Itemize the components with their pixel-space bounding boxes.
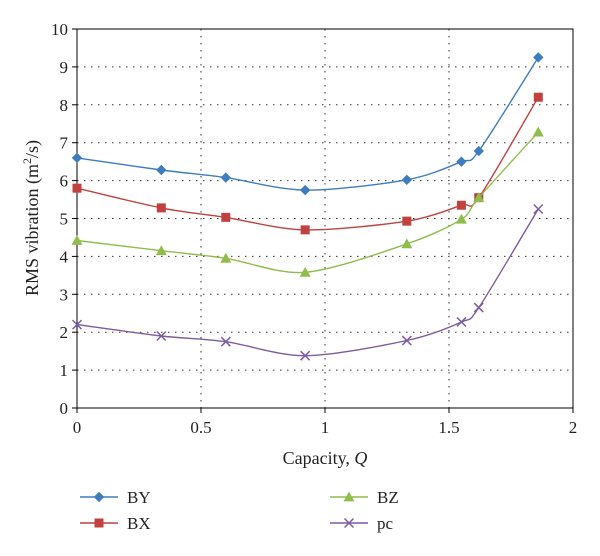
data-point — [401, 238, 413, 249]
marker-stroke — [220, 336, 231, 347]
marker-stroke — [401, 335, 412, 346]
data-point — [455, 213, 467, 224]
data-point — [220, 172, 231, 183]
data-point — [533, 92, 543, 102]
data-point — [299, 266, 311, 277]
legend-label: BX — [127, 514, 151, 533]
x-tick-label: 0 — [73, 418, 82, 437]
marker-stroke — [300, 350, 311, 361]
marker-stroke — [343, 517, 355, 529]
series-by — [71, 52, 544, 196]
legend-item-bx: BX — [80, 514, 151, 533]
legend-label: BY — [127, 488, 151, 507]
series-bz — [71, 126, 544, 277]
data-point — [71, 152, 83, 164]
data-point — [156, 330, 167, 342]
data-point — [456, 316, 467, 327]
y-tick-label: 4 — [60, 247, 69, 266]
data-point — [71, 319, 83, 330]
x-axis-label: Capacity, Q — [283, 448, 368, 468]
y-tick-label: 10 — [51, 20, 68, 39]
data-point — [299, 184, 311, 196]
data-point — [300, 225, 310, 235]
series-line — [76, 96, 539, 231]
series-pc — [71, 203, 544, 361]
data-point — [456, 200, 466, 210]
data-point — [533, 52, 544, 63]
marker-stroke — [533, 203, 544, 215]
marker-stroke — [456, 316, 467, 327]
legend-marker — [343, 491, 355, 502]
data-point — [221, 212, 231, 222]
data-point — [155, 245, 167, 256]
legend-marker — [93, 491, 105, 503]
y-tick-label: 8 — [60, 96, 69, 115]
grid — [77, 29, 573, 408]
data-point — [300, 350, 311, 361]
data-point — [456, 156, 467, 167]
y-tick-label: 7 — [60, 134, 69, 153]
data-point — [220, 252, 232, 263]
data-point — [220, 336, 231, 347]
data-point — [473, 192, 485, 203]
data-point — [533, 203, 544, 215]
data-point — [72, 183, 82, 193]
series — [71, 52, 544, 361]
y-tick-label: 6 — [60, 172, 69, 191]
legend-label: pc — [377, 514, 394, 533]
y-tick-label: 0 — [60, 399, 69, 418]
marker-stroke — [71, 319, 83, 330]
series-line — [76, 131, 539, 274]
series-bx — [72, 92, 543, 235]
y-tick-label: 5 — [60, 210, 69, 229]
legend-label: BZ — [377, 488, 399, 507]
y-tick-label: 1 — [60, 361, 69, 380]
y-tick-label: 3 — [60, 285, 69, 304]
legend: BY BX BZ pc — [80, 488, 399, 533]
data-point — [401, 335, 412, 346]
x-tick-label: 1.5 — [438, 418, 459, 437]
x-tick-label: 0.5 — [190, 418, 211, 437]
legend-item-bz: BZ — [330, 488, 399, 507]
legend-marker — [94, 518, 104, 528]
y-tick-label: 9 — [60, 58, 69, 77]
legend-item-pc: pc — [330, 514, 394, 533]
marker-stroke — [473, 302, 484, 313]
axis-ticks: 0 1 2 3 4 5 6 7 8 9 10 0 0.5 1 1.5 2 — [51, 20, 577, 437]
data-point — [402, 216, 412, 226]
data-point — [473, 145, 484, 157]
x-tick-label: 1 — [321, 418, 330, 437]
y-tick-label: 2 — [60, 323, 69, 342]
data-point — [473, 302, 484, 313]
data-point — [532, 126, 544, 137]
y-axis-label: RMS vibration (m2/s) — [20, 140, 43, 296]
x-tick-label: 2 — [569, 418, 578, 437]
legend-marker — [343, 517, 355, 529]
data-point — [71, 234, 83, 245]
data-point — [156, 164, 167, 176]
data-point — [401, 174, 413, 186]
data-point — [156, 203, 166, 213]
legend-item-by: BY — [80, 488, 151, 507]
marker-stroke — [156, 330, 167, 342]
series-line — [76, 57, 539, 191]
